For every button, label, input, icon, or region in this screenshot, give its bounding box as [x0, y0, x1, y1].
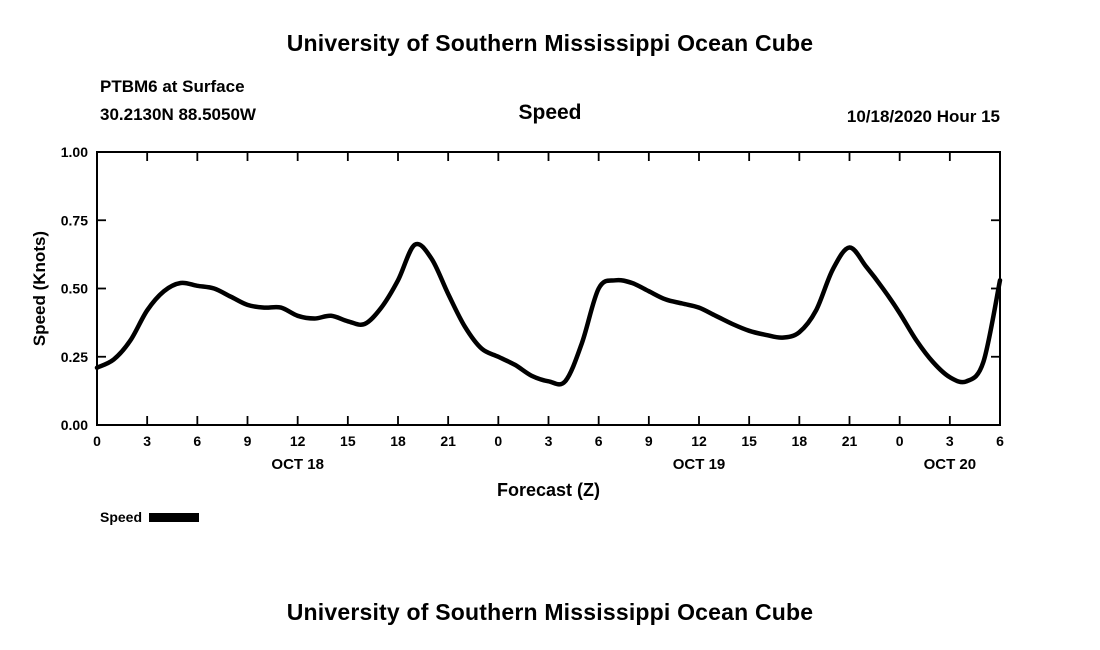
x-tick-label: 6	[595, 433, 603, 449]
y-tick-label: 0.00	[61, 417, 88, 433]
x-axis-label: Forecast (Z)	[496, 480, 601, 500]
legend-line-swatch	[149, 512, 200, 522]
forecast-datetime: 10/18/2020 Hour 15	[846, 107, 1000, 126]
x-tick-label: 0	[494, 433, 502, 449]
legend: Speed	[100, 509, 200, 525]
y-tick-label: 0.50	[61, 281, 88, 297]
plot-title: Speed	[518, 101, 582, 124]
plot-border	[96, 151, 1001, 426]
x-tick-label: 9	[645, 433, 653, 449]
day-label: OCT 20	[924, 456, 977, 473]
y-tick-label: 1.00	[61, 144, 88, 160]
x-tick-label: 3	[143, 433, 151, 449]
y-tick-label: 0.75	[61, 212, 88, 228]
x-tick-label: 9	[244, 433, 252, 449]
day-label: OCT 19	[673, 456, 726, 473]
station-coordinates: 30.2130N 88.5050W	[100, 105, 256, 124]
y-axis-label: Speed (Knots)	[30, 230, 49, 347]
station-name: PTBM6 at Surface	[100, 77, 245, 96]
x-tick-label: 6	[996, 433, 1004, 449]
legend-label: Speed	[100, 509, 143, 525]
y-tick-label: 0.25	[61, 349, 88, 365]
x-tick-label: 15	[741, 433, 757, 449]
day-label: OCT 18	[271, 456, 324, 473]
x-tick-label: 6	[193, 433, 201, 449]
x-tick-label: 18	[390, 433, 406, 449]
x-tick-label: 0	[896, 433, 904, 449]
x-tick-label: 12	[691, 433, 707, 449]
speed-curve	[94, 241, 1003, 387]
x-tick-label: 3	[946, 433, 954, 449]
x-tick-label: 15	[340, 433, 356, 449]
x-tick-label: 12	[290, 433, 306, 449]
x-tick-label: 3	[545, 433, 553, 449]
x-tick-label: 18	[792, 433, 808, 449]
x-tick-label: 0	[93, 433, 101, 449]
x-tick-label: 21	[842, 433, 858, 449]
page-title-bottom: University of Southern Mississippi Ocean…	[286, 599, 814, 625]
page-title-top: University of Southern Mississippi Ocean…	[286, 30, 814, 56]
x-tick-label: 21	[440, 433, 456, 449]
